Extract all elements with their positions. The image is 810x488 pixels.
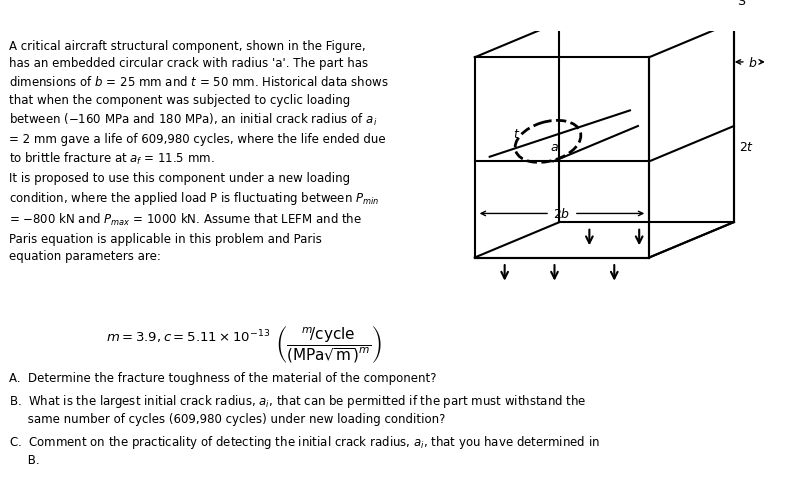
Text: $a$: $a$ xyxy=(550,140,559,153)
Text: $m = 3.9, c = 5.11 \times 10^{-13}$: $m = 3.9, c = 5.11 \times 10^{-13}$ xyxy=(106,327,271,345)
Text: $2b$: $2b$ xyxy=(553,207,570,221)
Text: B.: B. xyxy=(10,453,40,466)
Text: C.  Comment on the practicality of detecting the initial crack radius, $a_i$, th: C. Comment on the practicality of detect… xyxy=(10,433,600,449)
Text: $b$: $b$ xyxy=(748,56,757,70)
Text: S: S xyxy=(737,0,745,8)
Text: same number of cycles (609,980 cycles) under new loading condition?: same number of cycles (609,980 cycles) u… xyxy=(10,412,446,425)
Text: B.  What is the largest initial crack radius, $a_i$, that can be permitted if th: B. What is the largest initial crack rad… xyxy=(10,392,586,409)
Text: A critical aircraft structural component, shown in the Figure,
has an embedded c: A critical aircraft structural component… xyxy=(10,40,389,263)
Text: $\left(\dfrac{^{m}\!/\mathrm{cycle}}{\left(\mathrm{MPa}\sqrt{\mathrm{m}}\right)^: $\left(\dfrac{^{m}\!/\mathrm{cycle}}{\le… xyxy=(275,324,382,365)
Text: $2t$: $2t$ xyxy=(739,140,754,153)
Text: $t$: $t$ xyxy=(513,127,520,141)
Text: A.  Determine the fracture toughness of the material of the component?: A. Determine the fracture toughness of t… xyxy=(10,371,437,385)
